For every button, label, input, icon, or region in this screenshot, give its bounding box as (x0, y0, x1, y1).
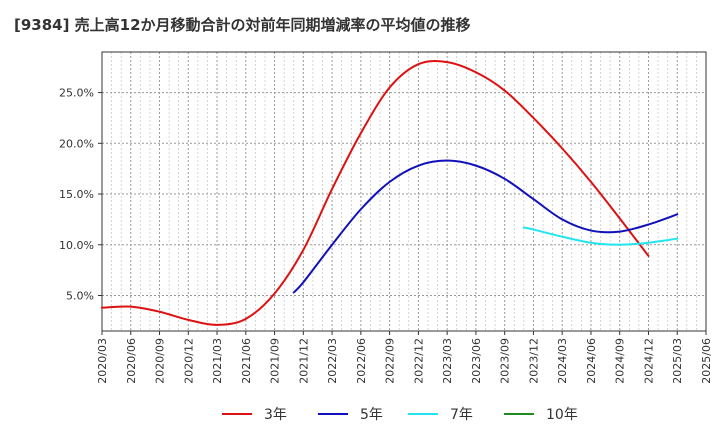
x-tick-label: 2020/12 (182, 338, 195, 384)
y-axis-ticks: 5.0% 10.0% 15.0% 20.0% 25.0% (59, 87, 102, 302)
x-tick-label: 2020/06 (125, 338, 138, 384)
plot-background (102, 52, 706, 331)
x-tick-label: 2025/06 (700, 338, 713, 384)
x-tick-label: 2022/09 (384, 338, 397, 384)
x-tick-label: 2024/12 (642, 338, 655, 384)
x-tick-label: 2021/12 (297, 338, 310, 384)
series-line-2 (292, 159, 679, 294)
x-tick-label: 2020/09 (154, 338, 167, 384)
axes (101, 51, 707, 332)
y-tick-label: 10.0% (59, 239, 94, 252)
y-tick-label: 15.0% (59, 188, 94, 201)
legend-label-3: 7年 (450, 407, 473, 423)
legend-label-2: 5年 (360, 407, 383, 423)
x-tick-label: 2020/03 (96, 338, 109, 384)
series-lines (101, 60, 679, 326)
y-tick-label: 5.0% (66, 289, 94, 302)
x-tick-label: 2021/09 (269, 338, 282, 384)
x-tick-label: 2022/03 (326, 338, 339, 384)
x-tick-label: 2023/09 (499, 338, 512, 384)
x-tick-label: 2022/12 (412, 338, 425, 384)
x-tick-label: 2023/06 (470, 338, 483, 384)
x-tick-label: 2021/03 (211, 338, 224, 384)
series-line-3 (522, 226, 679, 246)
series-line-1 (101, 60, 650, 326)
y-tick-label: 25.0% (59, 87, 94, 100)
x-tick-label: 2024/09 (614, 338, 627, 384)
x-tick-label: 2023/12 (527, 338, 540, 384)
x-tick-label: 2023/03 (441, 338, 454, 384)
x-tick-label: 2022/06 (355, 338, 368, 384)
plot-frame (101, 51, 707, 332)
legend: 3年 5年 7年 10年 (222, 407, 578, 423)
y-tick-label: 20.0% (59, 137, 94, 150)
legend-label-4: 10年 (546, 407, 578, 423)
x-tick-label: 2024/06 (585, 338, 598, 384)
x-axis-ticks: 2020/03 2020/06 2020/09 2020/12 2021/03 2021/… (96, 331, 713, 384)
chart-title: [9384] 売上高12か月移動合計の対前年同期増減率の平均値の推移 (14, 16, 471, 34)
x-tick-label: 2024/03 (556, 338, 569, 384)
x-tick-label: 2025/03 (671, 338, 684, 384)
legend-label-1: 3年 (264, 407, 287, 423)
x-tick-label: 2021/06 (240, 338, 253, 384)
